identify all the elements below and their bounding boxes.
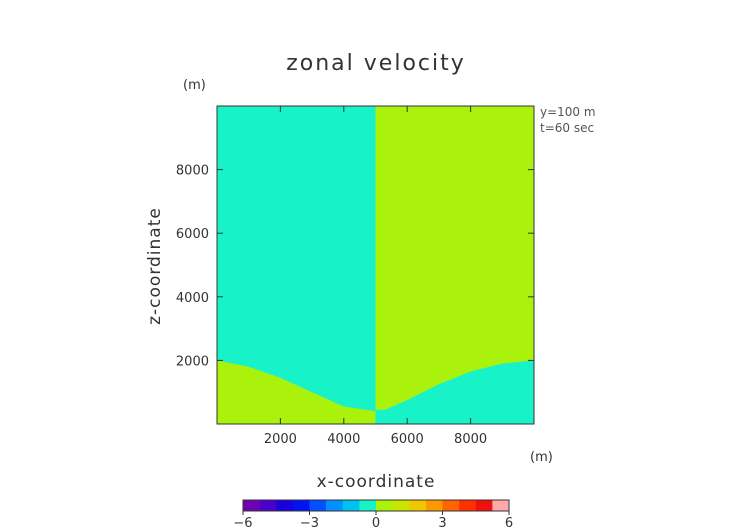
colorbar: −6 −3 0 3 6 <box>233 499 513 531</box>
x-tick-label: 2000 <box>264 432 297 447</box>
colorbar-segment <box>326 500 344 511</box>
colorbar-tick-label: −3 <box>300 516 319 531</box>
colorbar-segment <box>409 500 427 511</box>
colorbar-segment <box>243 500 260 511</box>
colorbar-tick-label: −6 <box>233 516 252 531</box>
colorbar-segment <box>475 500 493 511</box>
colorbar-segment <box>359 500 377 511</box>
x-tick-label: 8000 <box>454 432 487 447</box>
x-axis-title: x-coordinate <box>317 472 436 492</box>
y-axis-title: z-coordinate <box>145 207 165 325</box>
region-right-bottom-negative <box>375 360 534 424</box>
colorbar-segment <box>425 500 443 511</box>
x-ticks: 2000 4000 6000 8000 <box>264 106 487 447</box>
y-ticks: 2000 4000 6000 8000 <box>176 164 534 369</box>
colorbar-segment <box>392 500 410 511</box>
annotation-time: t=60 sec <box>540 121 594 135</box>
region-left-bottom-positive <box>217 360 376 424</box>
plot-frame <box>216 105 535 425</box>
x-tick-label: 6000 <box>391 432 424 447</box>
colorbar-tick-label: 3 <box>438 516 446 531</box>
x-tick-label: 4000 <box>327 432 360 447</box>
y-tick-label: 8000 <box>176 164 209 179</box>
plot-area <box>216 105 535 425</box>
colorbar-segment <box>259 500 277 511</box>
colorbar-segment <box>309 500 327 511</box>
colorbar-tick-label: 0 <box>372 516 380 531</box>
colorbar-segment <box>292 500 310 511</box>
colorbar-tick-label: 6 <box>505 516 513 531</box>
x-unit-label: (m) <box>530 450 553 465</box>
colorbar-segment <box>459 500 477 511</box>
colorbar-segment <box>442 500 460 511</box>
colorbar-segment <box>376 500 393 511</box>
y-tick-label: 4000 <box>176 291 209 306</box>
y-unit-label: (m) <box>183 78 206 93</box>
annotation-y-value: y=100 m <box>540 105 596 119</box>
colorbar-segment <box>492 500 510 511</box>
colorbar-segment <box>342 500 360 511</box>
y-tick-label: 6000 <box>176 227 209 242</box>
y-tick-label: 2000 <box>176 354 209 369</box>
chart-title: zonal velocity <box>286 51 466 76</box>
colorbar-segment <box>276 500 294 511</box>
